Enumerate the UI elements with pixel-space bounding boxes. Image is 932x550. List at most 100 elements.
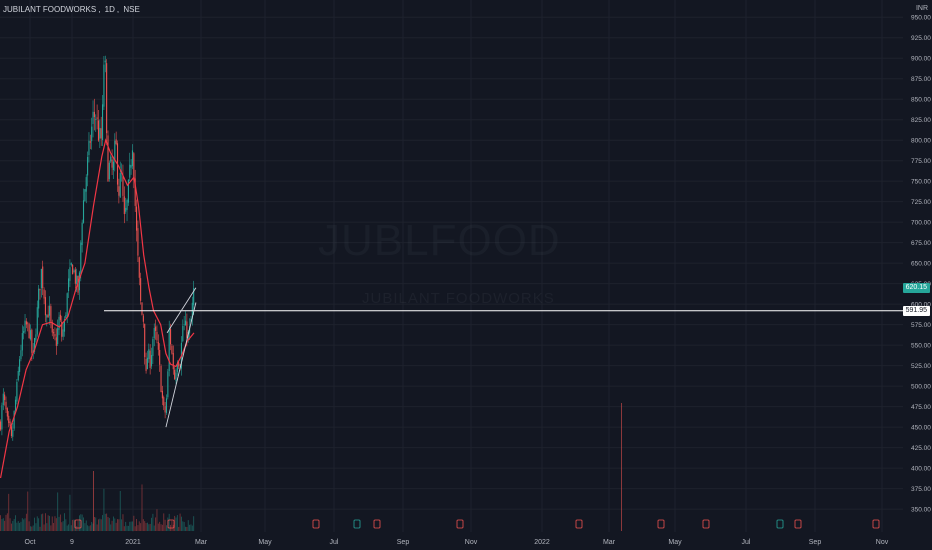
y-tick-label: 425.00 <box>911 445 931 452</box>
candle-body <box>84 189 86 202</box>
volume-bar <box>117 519 118 531</box>
moving-average-line <box>0 138 195 479</box>
candle-body <box>88 140 90 156</box>
candle-body <box>165 398 168 413</box>
x-tick-label: May <box>668 539 682 546</box>
candle-body <box>161 390 163 399</box>
candle-body <box>63 319 66 332</box>
candle-body <box>76 275 78 285</box>
x-tick-label: Nov <box>465 539 478 546</box>
candle-body <box>92 111 94 125</box>
volume-bar <box>31 526 33 531</box>
volume-bar <box>39 526 41 531</box>
candle-body <box>20 350 22 360</box>
volume-bar <box>20 521 22 531</box>
volume-bar <box>183 521 185 531</box>
volume-bar <box>62 521 64 531</box>
candle-body <box>182 325 184 342</box>
candle-body <box>58 316 60 330</box>
candle-body <box>106 63 108 134</box>
volume-bar <box>81 514 83 531</box>
candle-body <box>27 322 29 324</box>
volume-bar <box>27 491 29 531</box>
volume-bar <box>127 525 129 531</box>
volume-bar <box>111 520 113 531</box>
volume-bar <box>55 518 57 531</box>
candle-body <box>62 329 64 337</box>
event-marker-icon <box>657 519 665 529</box>
candle-body <box>61 321 63 337</box>
candle-body <box>148 349 150 360</box>
y-tick-label: 525.00 <box>911 363 931 370</box>
volume-bar <box>73 519 75 531</box>
candle-body <box>168 329 170 372</box>
candle-body <box>107 135 109 182</box>
candle-body <box>53 332 55 334</box>
volume-bar <box>87 525 89 531</box>
volume-bar <box>17 521 19 531</box>
y-tick-label: 400.00 <box>911 466 931 473</box>
candle-body <box>9 421 11 426</box>
volume-bar <box>46 523 48 531</box>
interval-label[interactable]: 1D <box>104 5 115 14</box>
x-tick-label: Jul <box>330 539 339 546</box>
candle-body <box>123 196 125 215</box>
candle-body <box>144 323 146 358</box>
candle-body <box>28 324 30 339</box>
candle-body <box>44 297 46 316</box>
volume-bar <box>83 517 84 531</box>
volume-bar <box>153 525 155 531</box>
volume-bar <box>106 513 108 531</box>
volume-bar <box>69 494 71 531</box>
volume-bar <box>77 520 79 531</box>
volume-bar <box>132 521 133 531</box>
x-tick-label: Sep <box>809 539 822 546</box>
candle-body <box>17 370 19 381</box>
candle-body <box>89 141 91 143</box>
volume-bar <box>36 516 38 531</box>
volume-bar <box>93 516 95 531</box>
volume-bar <box>95 517 97 531</box>
x-tick-label: 9 <box>70 539 74 546</box>
volume-bar <box>23 519 25 531</box>
volume-bar <box>130 521 132 531</box>
candle-body <box>2 393 4 406</box>
candle-body <box>21 333 23 351</box>
volume-bar <box>2 518 4 531</box>
candle-body <box>114 140 116 162</box>
candle-body <box>57 328 59 345</box>
candle-body <box>0 421 2 430</box>
event-marker-icon <box>702 519 710 529</box>
symbol-name[interactable]: JUBILANT FOODWORKS <box>3 5 97 14</box>
candle-body <box>93 111 95 118</box>
volume-bar <box>179 513 181 531</box>
candle-body <box>82 200 85 223</box>
volume-bar <box>96 524 98 531</box>
y-tick-label: 350.00 <box>911 507 931 514</box>
y-tick-label: 450.00 <box>911 425 931 432</box>
volume-bar <box>174 515 176 531</box>
event-marker-icon <box>373 519 381 529</box>
volume-bar <box>160 524 162 531</box>
volume-bar <box>148 524 150 531</box>
volume-bar <box>84 523 86 531</box>
level-price-label: 591.95 <box>902 305 930 316</box>
candle-body <box>55 337 57 346</box>
volume-bar <box>114 518 116 531</box>
volume-bar <box>115 522 117 531</box>
candle-body <box>129 164 131 178</box>
volume-bar <box>123 526 125 531</box>
candle-body <box>23 331 25 334</box>
volume-bar <box>187 520 189 531</box>
volume-bar <box>133 515 135 531</box>
candle-body <box>87 157 89 176</box>
volume-bar <box>66 525 68 531</box>
event-marker-icon <box>456 519 464 529</box>
volume-bar <box>1 519 3 531</box>
candle-body <box>127 179 129 203</box>
volume-bar <box>151 517 152 531</box>
y-tick-label: 475.00 <box>911 404 931 411</box>
watermark-symbol: JUBLFOOD <box>318 216 561 265</box>
